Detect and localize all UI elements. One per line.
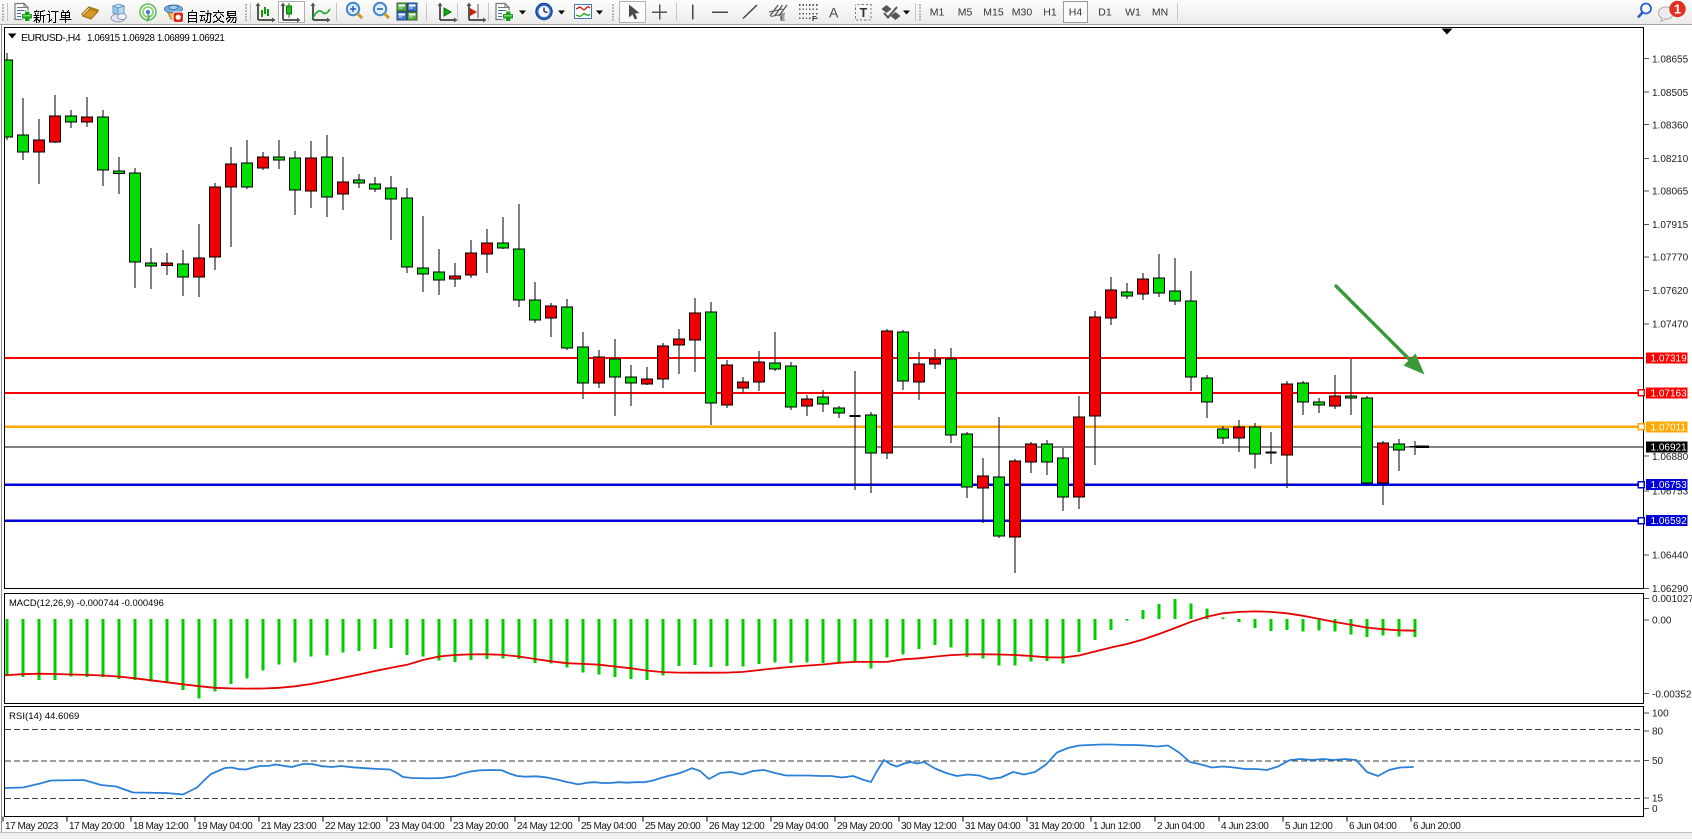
svg-text:1: 1 — [1674, 2, 1681, 17]
svg-text:1.06592: 1.06592 — [1651, 516, 1688, 527]
svg-text:1.07915: 1.07915 — [1652, 220, 1689, 231]
svg-text:29 May 04:00: 29 May 04:00 — [773, 821, 829, 832]
svg-text:RSI(14) 44.6069: RSI(14) 44.6069 — [9, 711, 79, 722]
svg-text:17 May 2023: 17 May 2023 — [5, 821, 59, 832]
svg-text:80: 80 — [1652, 727, 1664, 738]
svg-text:6 Jun 04:00: 6 Jun 04:00 — [1349, 821, 1397, 832]
svg-text:6 Jun 20:00: 6 Jun 20:00 — [1413, 821, 1461, 832]
svg-text:0: 0 — [1652, 804, 1658, 815]
svg-text:25 May 04:00: 25 May 04:00 — [581, 821, 637, 832]
svg-text:1.06880: 1.06880 — [1652, 452, 1689, 463]
svg-text:D1: D1 — [1098, 7, 1112, 19]
svg-text:1.07620: 1.07620 — [1652, 286, 1689, 297]
svg-text:1.08655: 1.08655 — [1652, 54, 1689, 65]
svg-text:T: T — [860, 6, 868, 20]
svg-text:24 May 12:00: 24 May 12:00 — [517, 821, 573, 832]
svg-text:1.07163: 1.07163 — [1651, 388, 1688, 399]
svg-text:1.08505: 1.08505 — [1652, 88, 1689, 99]
svg-text:1.07470: 1.07470 — [1652, 320, 1689, 331]
svg-text:0.00: 0.00 — [1652, 616, 1672, 627]
svg-text:22 May 12:00: 22 May 12:00 — [325, 821, 381, 832]
svg-text:H1: H1 — [1043, 7, 1057, 19]
svg-text:30 May 12:00: 30 May 12:00 — [901, 821, 957, 832]
svg-text:1.08065: 1.08065 — [1652, 186, 1689, 197]
svg-text:1.06915 1.06928 1.06899 1.0692: 1.06915 1.06928 1.06899 1.06921 — [87, 33, 224, 44]
svg-text:26 May 12:00: 26 May 12:00 — [709, 821, 765, 832]
svg-text:1.06290: 1.06290 — [1652, 584, 1689, 595]
svg-text:18 May 12:00: 18 May 12:00 — [133, 821, 189, 832]
svg-text:1.07770: 1.07770 — [1652, 253, 1689, 264]
svg-text:M1: M1 — [930, 7, 945, 19]
svg-text:H4: H4 — [1069, 7, 1083, 19]
svg-text:1.07319: 1.07319 — [1651, 353, 1688, 364]
svg-text:M5: M5 — [958, 7, 973, 19]
svg-text:31 May 04:00: 31 May 04:00 — [965, 821, 1021, 832]
svg-text:F: F — [812, 14, 817, 23]
svg-text:M30: M30 — [1012, 7, 1033, 19]
svg-text:1.06921: 1.06921 — [1651, 443, 1688, 454]
svg-text:-0.00352: -0.00352 — [1652, 689, 1692, 700]
svg-text:E: E — [780, 14, 785, 23]
svg-text:19 May 04:00: 19 May 04:00 — [197, 821, 253, 832]
svg-text:1.06753: 1.06753 — [1651, 480, 1688, 491]
svg-text:A: A — [829, 5, 839, 21]
svg-text:M15: M15 — [983, 7, 1004, 19]
svg-text:4 Jun 23:00: 4 Jun 23:00 — [1221, 821, 1269, 832]
svg-text:29 May 20:00: 29 May 20:00 — [837, 821, 893, 832]
svg-text:17 May 20:00: 17 May 20:00 — [69, 821, 125, 832]
svg-text:2 Jun 04:00: 2 Jun 04:00 — [1157, 821, 1205, 832]
svg-text:100: 100 — [1652, 709, 1669, 720]
svg-text:1.08210: 1.08210 — [1652, 154, 1689, 165]
svg-text:23 May 20:00: 23 May 20:00 — [453, 821, 509, 832]
svg-text:W1: W1 — [1125, 7, 1141, 19]
svg-text:50: 50 — [1652, 756, 1664, 767]
svg-text:1 Jun 12:00: 1 Jun 12:00 — [1093, 821, 1141, 832]
svg-text:5 Jun 12:00: 5 Jun 12:00 — [1285, 821, 1333, 832]
svg-text:15: 15 — [1652, 794, 1664, 805]
svg-text:EURUSD-,H4: EURUSD-,H4 — [21, 32, 81, 44]
svg-text:31 May 20:00: 31 May 20:00 — [1029, 821, 1085, 832]
svg-text:1.07011: 1.07011 — [1651, 422, 1687, 433]
svg-text:25 May 20:00: 25 May 20:00 — [645, 821, 701, 832]
svg-text:1.06440: 1.06440 — [1652, 550, 1689, 561]
svg-text:23 May 04:00: 23 May 04:00 — [389, 821, 445, 832]
svg-text:0.001027: 0.001027 — [1652, 594, 1692, 605]
svg-text:MACD(12,26,9) -0.000744 -0.000: MACD(12,26,9) -0.000744 -0.000496 — [9, 597, 164, 608]
svg-text:21 May 23:00: 21 May 23:00 — [261, 821, 317, 832]
svg-text:MN: MN — [1152, 7, 1168, 19]
svg-text:1.08360: 1.08360 — [1652, 120, 1689, 131]
svg-text:1.06753: 1.06753 — [1652, 487, 1689, 498]
